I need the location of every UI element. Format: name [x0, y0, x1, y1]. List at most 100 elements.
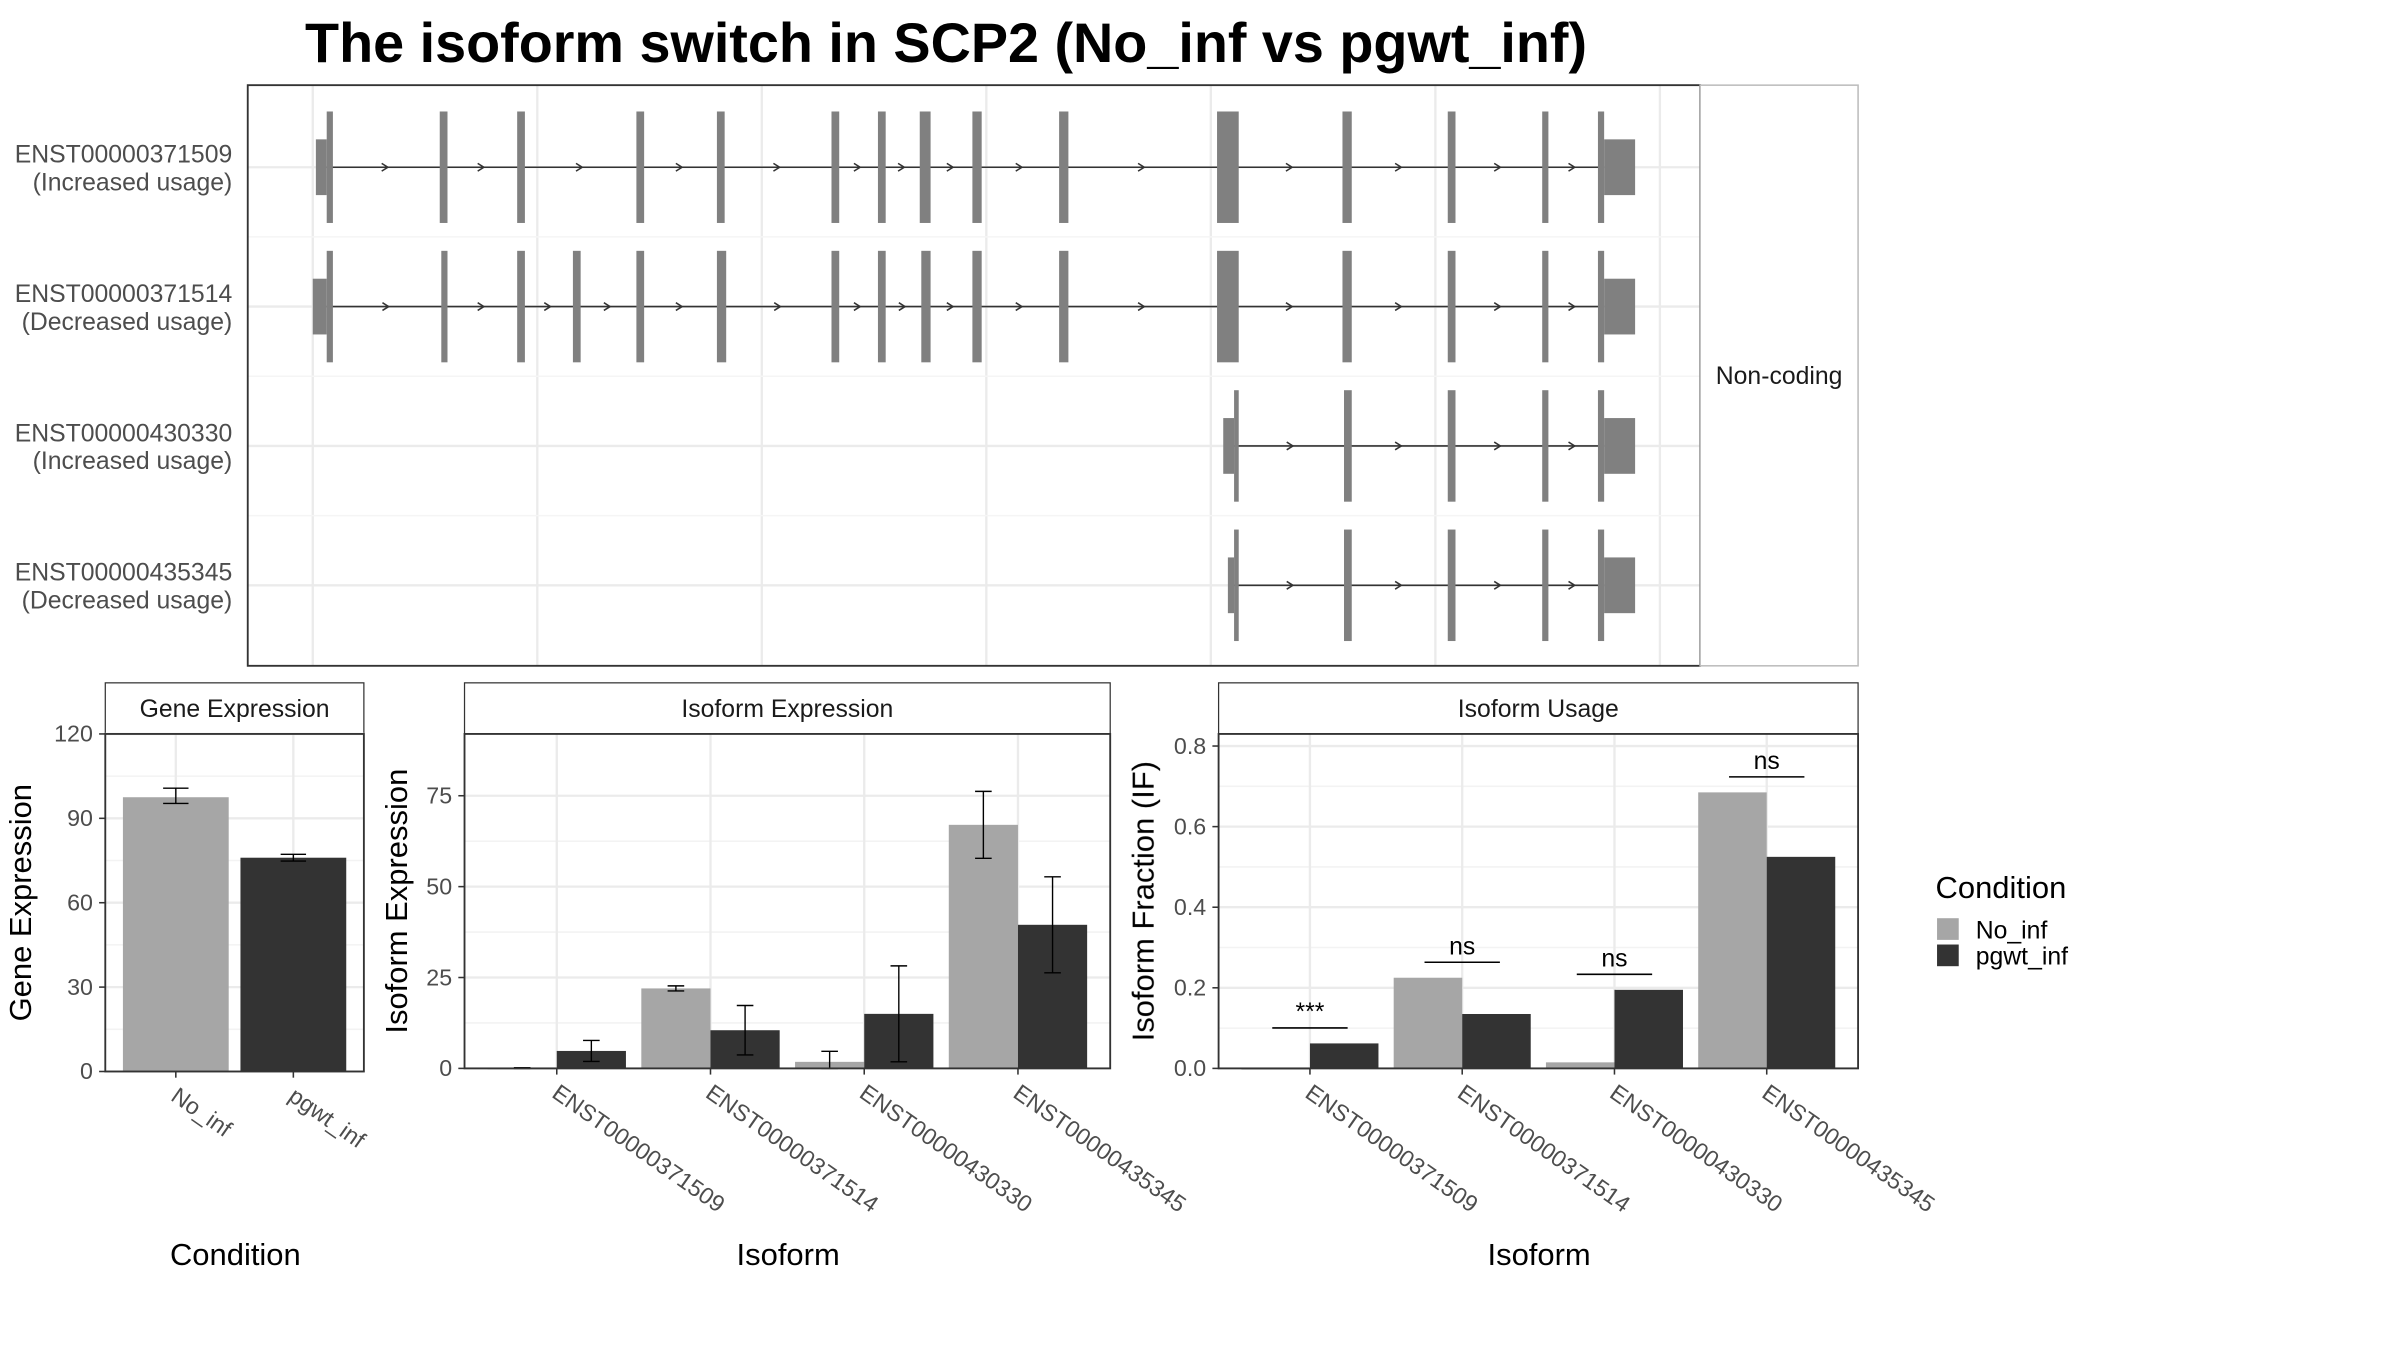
panel-strip: [463, 682, 1111, 735]
intron-arrow: [1568, 441, 1577, 451]
exon-coding: [716, 250, 727, 363]
exon-utr: [1227, 557, 1235, 614]
bar: [641, 988, 711, 1069]
exon-utr: [312, 278, 327, 335]
y-tick-label: 120: [54, 721, 93, 747]
exon-coding: [1597, 529, 1605, 642]
exon-coding: [1447, 250, 1456, 363]
exon-coding: [921, 250, 931, 363]
exon-coding: [1059, 250, 1069, 363]
y-tick-label: 0.8: [1174, 733, 1206, 759]
intron-arrow: [1015, 302, 1024, 312]
y-tick-label: 30: [67, 974, 93, 1000]
intron-arrow: [381, 162, 390, 172]
intron-arrow: [898, 302, 907, 312]
exon-coding: [1447, 529, 1456, 642]
transcript-ENST00000430330: ENST00000430330(Increased usage): [15, 390, 1636, 502]
exon-coding: [441, 250, 448, 363]
transcript-id-label: ENST00000371509: [15, 142, 233, 169]
intron-arrow: [946, 162, 955, 172]
exon-coding: [1597, 111, 1605, 223]
significance-label: ***: [1295, 999, 1324, 1026]
exon-coding: [636, 250, 645, 363]
intron-arrow: [1394, 162, 1403, 172]
legend-swatch-No_inf: [1937, 918, 1959, 940]
bar: [1545, 1062, 1615, 1069]
intron-arrow: [1137, 302, 1146, 312]
exon-coding: [831, 111, 840, 223]
y-axis-title: Isoform Expression: [379, 769, 414, 1034]
intron-arrow: [1286, 580, 1295, 590]
exon-coding: [1344, 390, 1352, 502]
intron-arrow: [382, 302, 391, 312]
x-axis-title: Isoform: [1488, 1237, 1591, 1272]
x-axis-title: Isoform: [737, 1237, 840, 1272]
bar: [1614, 989, 1683, 1069]
intron-arrow: [1394, 441, 1403, 451]
exon-coding: [517, 111, 525, 223]
bar: [1309, 1043, 1379, 1069]
y-axis-title: Gene Expression: [3, 784, 38, 1021]
legend-label-No_inf: No_inf: [1976, 917, 2048, 944]
y-tick-label: 0: [80, 1058, 93, 1084]
bar: [1393, 977, 1463, 1069]
transcript-id-label: ENST00000430330: [15, 420, 233, 447]
y-tick-label: 90: [67, 805, 93, 831]
transcript-usage-label: (Decreased usage): [22, 309, 233, 336]
transcript-id-label: ENST00000371514: [15, 281, 233, 308]
exon-coding: [636, 111, 645, 223]
transcript-ENST00000435345: ENST00000435345(Decreased usage): [15, 529, 1636, 642]
exon-coding: [1342, 111, 1352, 223]
exon-coding: [326, 250, 333, 363]
x-tick-label: pgwt_inf: [284, 1082, 370, 1153]
transcript-ENST00000371514: ENST00000371514(Decreased usage): [15, 250, 1636, 363]
exon-coding: [1059, 111, 1069, 223]
exon-coding: [1597, 250, 1605, 363]
y-tick-label: 0.0: [1174, 1055, 1206, 1081]
bar: [1766, 856, 1836, 1069]
exon-coding: [1542, 111, 1549, 223]
exon-coding: [1342, 250, 1352, 363]
exon-coding: [1344, 529, 1352, 642]
transcript-id-label: ENST00000435345: [15, 560, 233, 587]
intron-arrow: [897, 162, 906, 172]
exon-coding: [439, 111, 448, 223]
intron-arrow: [1286, 441, 1295, 451]
non-coding-strip-label: Non-coding: [1716, 363, 1843, 390]
exon-coding: [572, 250, 581, 363]
exon-coding: [877, 250, 886, 363]
y-tick-label: 0: [439, 1055, 452, 1081]
intron-arrow: [1394, 302, 1403, 312]
panel-strip-title: Gene Expression: [140, 696, 330, 723]
y-tick-label: 75: [426, 782, 452, 808]
intron-arrow: [1394, 580, 1403, 590]
exon-coding: [1234, 390, 1239, 502]
transcript-usage-label: (Increased usage): [33, 448, 233, 475]
intron-arrow: [1568, 302, 1577, 312]
legend-swatch-pgwt_inf: [1937, 944, 1959, 967]
structure-strip: [1699, 84, 1859, 667]
exon-coding: [1542, 390, 1549, 502]
exon-utr: [1604, 139, 1636, 196]
exon-coding: [972, 250, 982, 363]
exon-utr: [315, 139, 327, 196]
exon-coding: [919, 111, 931, 223]
exon-coding: [1217, 250, 1239, 363]
intron-arrow: [853, 162, 862, 172]
intron-arrow: [946, 302, 955, 312]
intron-arrow: [773, 162, 782, 172]
panel-border: [104, 733, 365, 1073]
intron-arrow: [1285, 302, 1294, 312]
intron-arrow: [1493, 580, 1502, 590]
y-tick-label: 25: [426, 964, 452, 990]
intron-arrow: [1493, 162, 1502, 172]
y-tick-label: 0.6: [1174, 813, 1206, 839]
y-axis-title: Isoform Fraction (IF): [1126, 761, 1161, 1041]
exon-coding: [1542, 250, 1549, 363]
y-tick-label: 0.2: [1174, 975, 1206, 1001]
bar: [122, 797, 229, 1072]
panel-isoform-expression: Isoform Expression0255075ENST00000371509…: [379, 682, 1191, 1272]
